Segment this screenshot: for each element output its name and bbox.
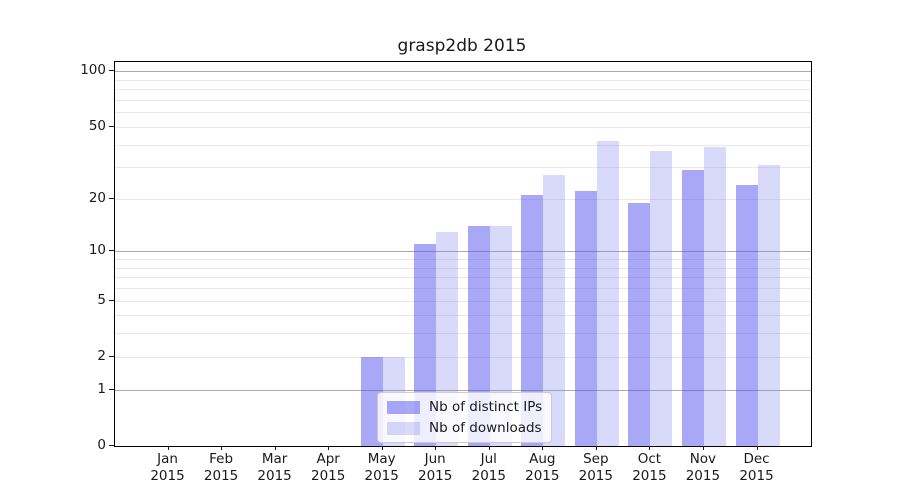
gridline-3 — [115, 333, 811, 335]
ytick-label-100: 100 — [80, 62, 106, 79]
bar-downloads-dec — [757, 164, 780, 446]
gridline-50 — [115, 126, 811, 128]
ytick-label-50: 50 — [88, 117, 106, 134]
ytick-label-0: 0 — [97, 437, 106, 453]
xtick-mark-feb — [221, 446, 223, 450]
xtick-label-may: May 2015 — [364, 451, 399, 484]
bar-downloads-sep — [596, 140, 619, 446]
gridline-90 — [115, 79, 811, 81]
bar-downloads-oct — [650, 150, 673, 446]
gridline-6 — [115, 288, 811, 289]
gridline-2 — [115, 356, 811, 358]
gridline-10 — [115, 251, 811, 253]
ytick-mark-0 — [109, 445, 114, 446]
gridline-7 — [115, 277, 811, 279]
legend-label-distinct-ips: Nb of distinct IPs — [429, 399, 543, 415]
legend-label-downloads: Nb of downloads — [429, 420, 542, 436]
bar-distinct-ips-sep — [574, 191, 597, 446]
plot-area: Nb of distinct IPs Nb of downloads — [114, 61, 812, 447]
ytick-mark-100 — [109, 70, 114, 72]
gridline-80 — [115, 89, 811, 91]
xtick-label-dec: Dec 2015 — [739, 451, 774, 484]
xtick-label-mar: Mar 2015 — [257, 451, 292, 484]
xtick-mark-sep — [595, 446, 597, 450]
xtick-mark-mar — [274, 446, 276, 450]
legend-item-downloads: Nb of downloads — [387, 420, 542, 436]
ytick-mark-5 — [109, 299, 114, 301]
xtick-label-aug: Aug 2015 — [525, 451, 560, 484]
ytick-mark-2 — [109, 355, 114, 357]
bar-distinct-ips-nov — [681, 169, 704, 446]
ytick-label-2: 2 — [97, 347, 106, 364]
xtick-label-jan: Jan 2015 — [150, 451, 185, 484]
legend-swatch-distinct-ips — [387, 400, 420, 414]
ytick-mark-20 — [109, 197, 114, 199]
gridline-5 — [115, 300, 811, 302]
ytick-mark-1 — [109, 388, 114, 390]
xtick-label-jul: Jul 2015 — [471, 451, 506, 484]
ytick-label-1: 1 — [97, 380, 106, 397]
legend-swatch-downloads — [387, 421, 420, 435]
xtick-mark-oct — [649, 446, 651, 450]
ytick-mark-50 — [109, 125, 114, 127]
gridline-20 — [115, 198, 811, 200]
bar-downloads-nov — [703, 146, 726, 446]
bar-downloads-aug — [543, 175, 566, 446]
gridline-100 — [115, 71, 811, 73]
gridline-70 — [115, 99, 811, 101]
xtick-label-apr: Apr 2015 — [311, 451, 346, 484]
gridline-4 — [115, 315, 811, 317]
xtick-mark-jul — [488, 446, 490, 450]
xtick-label-sep: Sep 2015 — [578, 451, 613, 484]
ytick-label-10: 10 — [88, 242, 106, 259]
gridline-60 — [115, 112, 811, 114]
gridline-8 — [115, 267, 811, 269]
ytick-label-5: 5 — [97, 291, 106, 308]
chart-title: grasp2db 2015 — [397, 36, 527, 56]
gridline-30 — [115, 167, 811, 169]
bar-distinct-ips-jul — [467, 226, 490, 446]
xtick-mark-jun — [435, 446, 437, 450]
xtick-mark-jan — [167, 446, 169, 450]
gridline-1 — [115, 389, 811, 391]
xtick-label-nov: Nov 2015 — [685, 451, 721, 484]
legend-item-distinct-ips: Nb of distinct IPs — [387, 399, 542, 415]
ytick-label-20: 20 — [88, 189, 106, 206]
xtick-label-jun: Jun 2015 — [418, 451, 453, 484]
bar-distinct-ips-aug — [521, 195, 544, 446]
xtick-mark-apr — [328, 446, 330, 450]
gridline-9 — [115, 259, 811, 260]
xtick-mark-aug — [542, 446, 544, 450]
bar-distinct-ips-dec — [735, 184, 758, 446]
gridline-40 — [115, 144, 811, 146]
xtick-mark-dec — [756, 446, 758, 450]
ytick-mark-10 — [109, 250, 114, 252]
xtick-mark-may — [381, 446, 383, 450]
bar-distinct-ips-oct — [628, 202, 651, 446]
bar-downloads-jul — [489, 226, 512, 446]
xtick-mark-nov — [702, 446, 704, 450]
xtick-label-oct: Oct 2015 — [632, 451, 667, 484]
xtick-label-feb: Feb 2015 — [203, 451, 239, 484]
legend: Nb of distinct IPs Nb of downloads — [377, 392, 553, 443]
